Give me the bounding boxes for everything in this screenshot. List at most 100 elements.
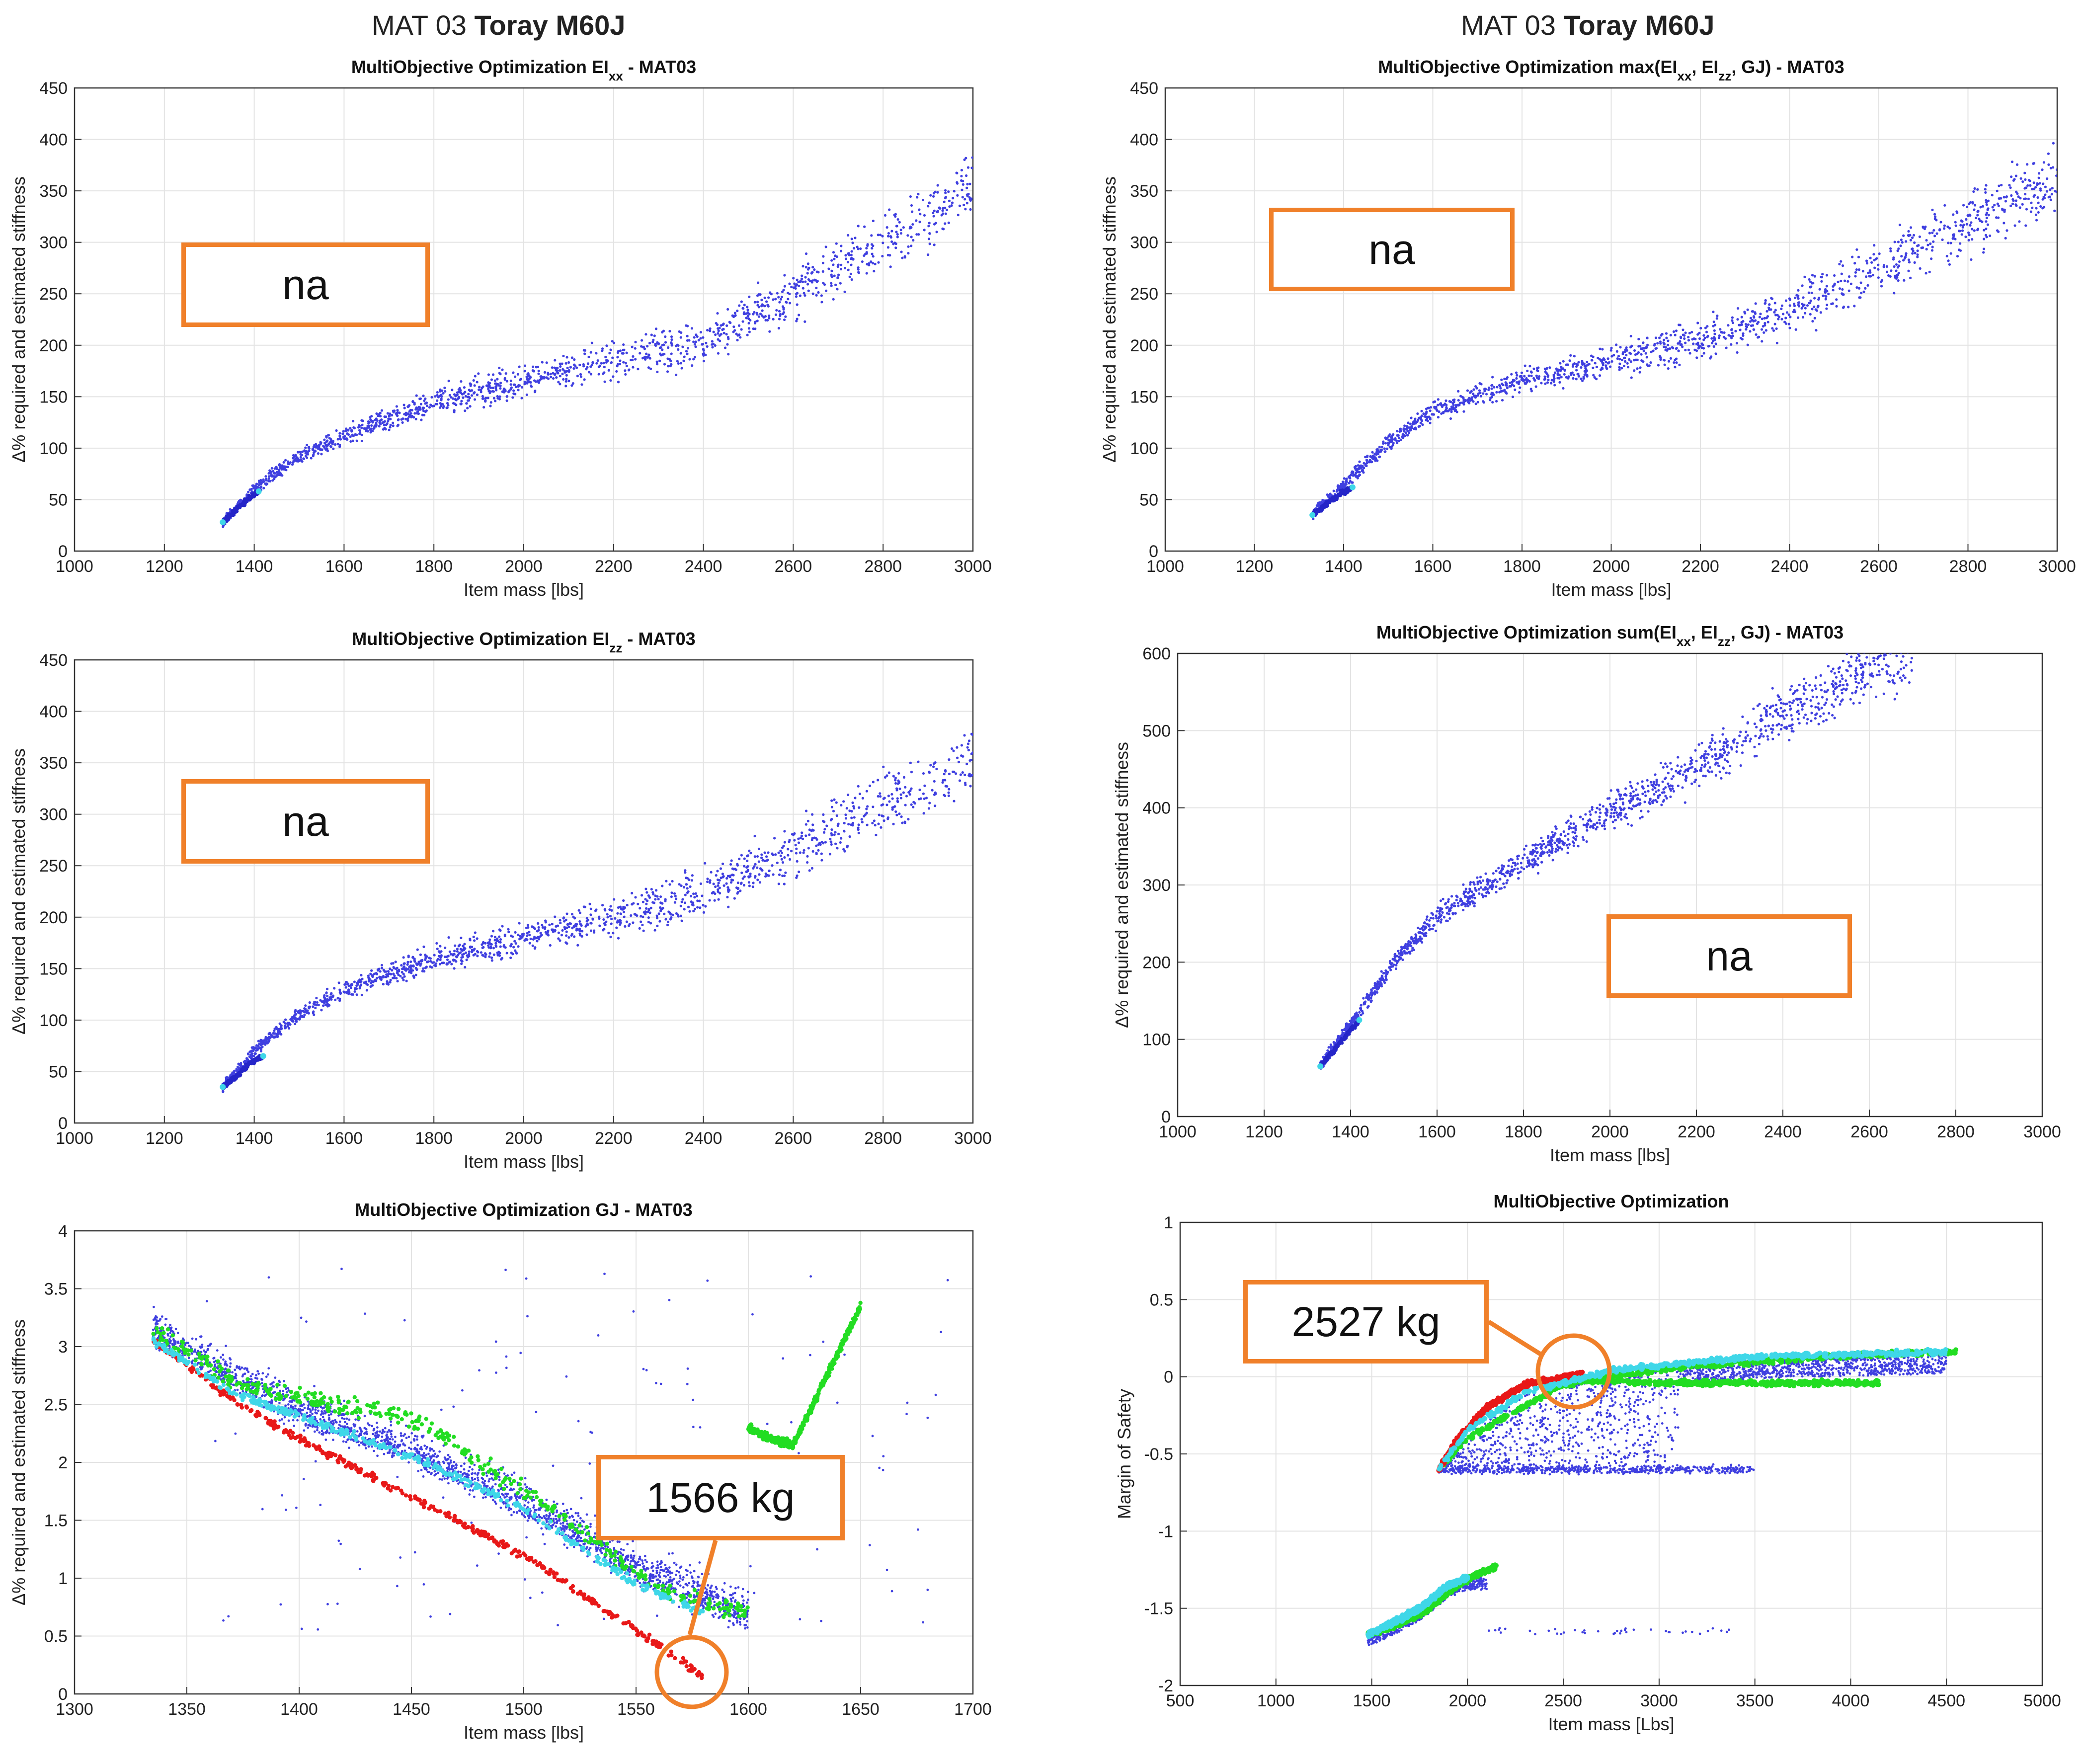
data-point <box>1386 447 1388 450</box>
data-point <box>928 201 930 204</box>
data-point <box>722 873 724 875</box>
data-point <box>467 400 469 402</box>
data-point <box>1378 456 1381 458</box>
data-point <box>736 334 739 336</box>
data-point <box>557 372 559 374</box>
data-point <box>533 370 535 372</box>
data-point <box>288 1022 290 1024</box>
data-point <box>1713 321 1715 323</box>
data-point <box>756 879 759 881</box>
data-point <box>948 758 950 761</box>
data-point <box>449 394 451 397</box>
data-point <box>1858 287 1860 290</box>
data-point <box>1410 426 1412 429</box>
data-point <box>1575 378 1578 380</box>
data-point <box>1985 201 1988 204</box>
data-point <box>387 417 390 420</box>
data-point <box>1626 362 1629 365</box>
data-point <box>656 363 658 365</box>
data-point <box>851 802 854 804</box>
data-point <box>265 479 267 481</box>
data-point <box>550 373 552 375</box>
data-point <box>603 928 605 930</box>
data-point <box>469 405 472 407</box>
data-point <box>257 1040 260 1042</box>
data-point <box>1490 388 1493 390</box>
data-point <box>567 361 570 364</box>
data-point <box>325 445 328 448</box>
data-point <box>752 885 754 888</box>
data-point <box>523 381 526 383</box>
data-point <box>1742 334 1744 337</box>
data-point <box>280 1027 283 1030</box>
data-point <box>923 214 926 217</box>
data-point <box>941 209 944 212</box>
data-point <box>1912 250 1915 252</box>
data-point <box>851 241 854 244</box>
data-point <box>409 961 412 963</box>
data-point <box>830 828 833 831</box>
data-point <box>2012 199 2015 202</box>
data-point <box>2027 198 2030 200</box>
data-point <box>347 429 349 431</box>
data-point <box>804 834 807 837</box>
data-point <box>275 466 278 468</box>
data-point <box>1961 230 1964 232</box>
data-point <box>931 789 934 792</box>
data-point <box>407 968 409 970</box>
data-point <box>734 312 736 314</box>
data-point <box>1365 459 1368 461</box>
chart-title-end: - MAT03 <box>623 57 696 77</box>
data-point <box>668 330 671 332</box>
data-point <box>515 942 517 945</box>
x-tick-label: 2200 <box>1682 557 1719 576</box>
data-point <box>480 951 482 954</box>
data-point <box>1490 393 1493 396</box>
data-point <box>476 381 479 383</box>
data-point <box>854 797 856 799</box>
data-point <box>729 863 732 866</box>
data-point <box>1389 439 1392 441</box>
data-point <box>1601 361 1604 364</box>
data-point <box>1392 433 1394 436</box>
data-point <box>453 967 456 969</box>
data-point <box>622 343 625 346</box>
data-point <box>918 221 921 223</box>
data-point <box>1925 248 1928 250</box>
data-point <box>709 327 711 330</box>
data-point <box>768 315 770 317</box>
data-point <box>608 369 610 372</box>
data-point <box>646 345 648 347</box>
data-point <box>598 373 600 375</box>
data-point <box>370 982 372 984</box>
chart-title-subscript: xx <box>609 69 623 83</box>
data-point <box>944 769 947 772</box>
data-point <box>473 936 475 938</box>
data-point <box>299 1009 301 1012</box>
data-point <box>1536 370 1539 372</box>
data-point <box>588 903 591 905</box>
data-point <box>1866 262 1868 264</box>
data-point <box>315 997 318 999</box>
data-point <box>1712 311 1714 313</box>
data-point <box>542 376 544 378</box>
data-point <box>538 926 540 929</box>
data-point <box>922 199 924 201</box>
data-point <box>805 823 807 826</box>
data-point <box>513 940 516 943</box>
data-point <box>1570 372 1572 375</box>
data-point <box>471 951 473 953</box>
data-point <box>1655 336 1657 339</box>
data-point <box>1492 394 1495 396</box>
data-point <box>1988 214 1990 216</box>
x-tick-label: 3000 <box>2038 557 2076 576</box>
data-point <box>845 817 847 819</box>
data-point <box>789 858 791 861</box>
data-point <box>1962 204 1965 206</box>
data-point <box>443 387 446 389</box>
data-point <box>730 881 732 883</box>
data-point <box>1557 373 1559 375</box>
data-point <box>460 380 462 383</box>
data-point <box>851 238 853 240</box>
data-point <box>499 382 502 384</box>
